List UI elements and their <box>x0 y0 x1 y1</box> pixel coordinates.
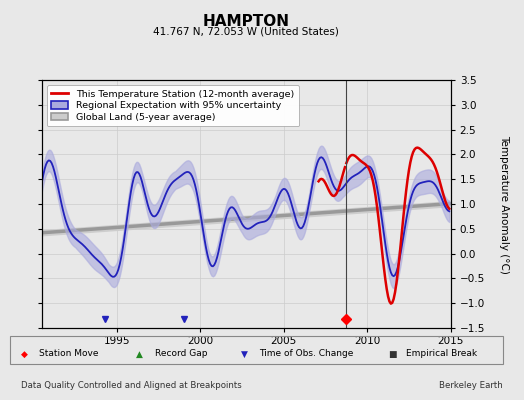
Text: ▲: ▲ <box>136 350 143 358</box>
Y-axis label: Temperature Anomaly (°C): Temperature Anomaly (°C) <box>499 134 509 274</box>
Text: ◆: ◆ <box>21 350 28 358</box>
Text: 41.767 N, 72.053 W (United States): 41.767 N, 72.053 W (United States) <box>154 26 339 36</box>
Text: ▼: ▼ <box>241 350 248 358</box>
Legend: This Temperature Station (12-month average), Regional Expectation with 95% uncer: This Temperature Station (12-month avera… <box>47 85 299 126</box>
Text: HAMPTON: HAMPTON <box>203 14 290 29</box>
Text: Time of Obs. Change: Time of Obs. Change <box>259 350 354 358</box>
Text: Station Move: Station Move <box>39 350 99 358</box>
Text: Empirical Break: Empirical Break <box>406 350 477 358</box>
Text: Data Quality Controlled and Aligned at Breakpoints: Data Quality Controlled and Aligned at B… <box>21 381 242 390</box>
Text: ■: ■ <box>388 350 396 358</box>
Text: Record Gap: Record Gap <box>155 350 207 358</box>
Text: Berkeley Earth: Berkeley Earth <box>439 381 503 390</box>
